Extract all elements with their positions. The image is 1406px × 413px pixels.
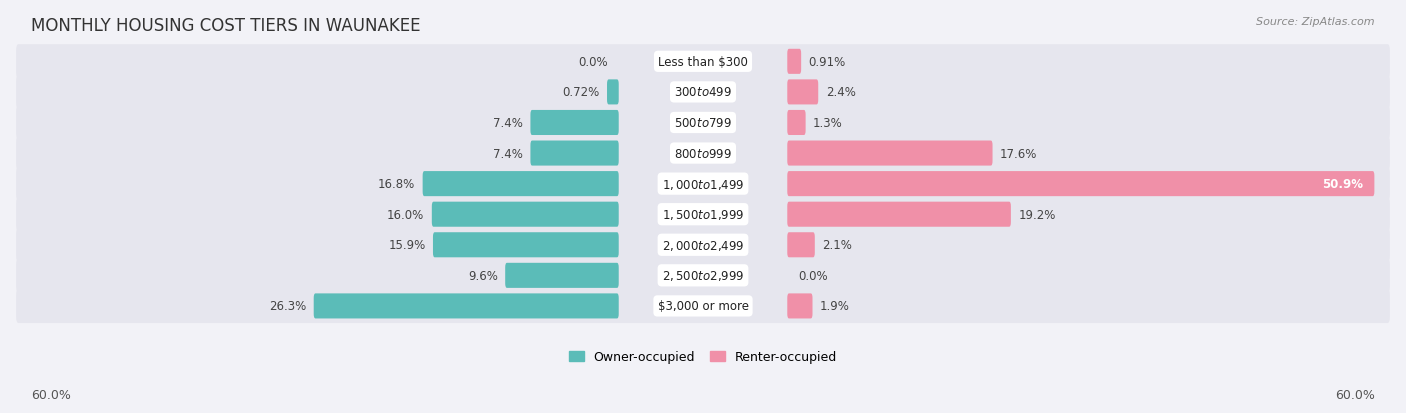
Text: MONTHLY HOUSING COST TIERS IN WAUNAKEE: MONTHLY HOUSING COST TIERS IN WAUNAKEE — [31, 17, 420, 34]
FancyBboxPatch shape — [530, 141, 619, 166]
Text: Source: ZipAtlas.com: Source: ZipAtlas.com — [1257, 17, 1375, 26]
FancyBboxPatch shape — [15, 45, 1391, 79]
FancyBboxPatch shape — [15, 137, 1391, 171]
Text: 0.0%: 0.0% — [799, 269, 828, 282]
Text: 7.4%: 7.4% — [494, 117, 523, 130]
Text: 2.1%: 2.1% — [823, 239, 852, 252]
Text: $1,500 to $1,999: $1,500 to $1,999 — [662, 208, 744, 222]
Text: 9.6%: 9.6% — [468, 269, 498, 282]
Text: $1,000 to $1,499: $1,000 to $1,499 — [662, 177, 744, 191]
Text: $800 to $999: $800 to $999 — [673, 147, 733, 160]
Text: 0.72%: 0.72% — [562, 86, 599, 99]
Legend: Owner-occupied, Renter-occupied: Owner-occupied, Renter-occupied — [568, 350, 838, 363]
FancyBboxPatch shape — [787, 111, 806, 136]
FancyBboxPatch shape — [787, 80, 818, 105]
FancyBboxPatch shape — [15, 106, 1391, 140]
FancyBboxPatch shape — [15, 167, 1391, 201]
FancyBboxPatch shape — [15, 259, 1391, 293]
Text: 26.3%: 26.3% — [269, 300, 307, 313]
FancyBboxPatch shape — [433, 233, 619, 258]
Text: 2.4%: 2.4% — [825, 86, 856, 99]
Text: 60.0%: 60.0% — [31, 388, 70, 401]
Text: 17.6%: 17.6% — [1000, 147, 1038, 160]
Text: $2,000 to $2,499: $2,000 to $2,499 — [662, 238, 744, 252]
FancyBboxPatch shape — [15, 289, 1391, 323]
FancyBboxPatch shape — [787, 141, 993, 166]
Text: 1.9%: 1.9% — [820, 300, 849, 313]
Text: 7.4%: 7.4% — [494, 147, 523, 160]
FancyBboxPatch shape — [423, 172, 619, 197]
FancyBboxPatch shape — [15, 197, 1391, 232]
Text: 19.2%: 19.2% — [1018, 208, 1056, 221]
FancyBboxPatch shape — [505, 263, 619, 288]
Text: 0.0%: 0.0% — [578, 56, 607, 69]
Text: 16.8%: 16.8% — [378, 178, 415, 191]
Text: 60.0%: 60.0% — [1336, 388, 1375, 401]
FancyBboxPatch shape — [787, 50, 801, 75]
FancyBboxPatch shape — [787, 202, 1011, 227]
FancyBboxPatch shape — [607, 80, 619, 105]
Text: $2,500 to $2,999: $2,500 to $2,999 — [662, 269, 744, 282]
Text: $300 to $499: $300 to $499 — [673, 86, 733, 99]
Text: $3,000 or more: $3,000 or more — [658, 300, 748, 313]
FancyBboxPatch shape — [15, 76, 1391, 110]
Text: 0.91%: 0.91% — [808, 56, 846, 69]
FancyBboxPatch shape — [787, 294, 813, 319]
Text: 16.0%: 16.0% — [387, 208, 425, 221]
FancyBboxPatch shape — [15, 228, 1391, 262]
Text: 1.3%: 1.3% — [813, 117, 842, 130]
FancyBboxPatch shape — [530, 111, 619, 136]
FancyBboxPatch shape — [432, 202, 619, 227]
Text: $500 to $799: $500 to $799 — [673, 117, 733, 130]
FancyBboxPatch shape — [314, 294, 619, 319]
FancyBboxPatch shape — [787, 172, 1375, 197]
FancyBboxPatch shape — [787, 233, 815, 258]
Text: 50.9%: 50.9% — [1323, 178, 1364, 191]
Text: 15.9%: 15.9% — [388, 239, 426, 252]
Text: Less than $300: Less than $300 — [658, 56, 748, 69]
